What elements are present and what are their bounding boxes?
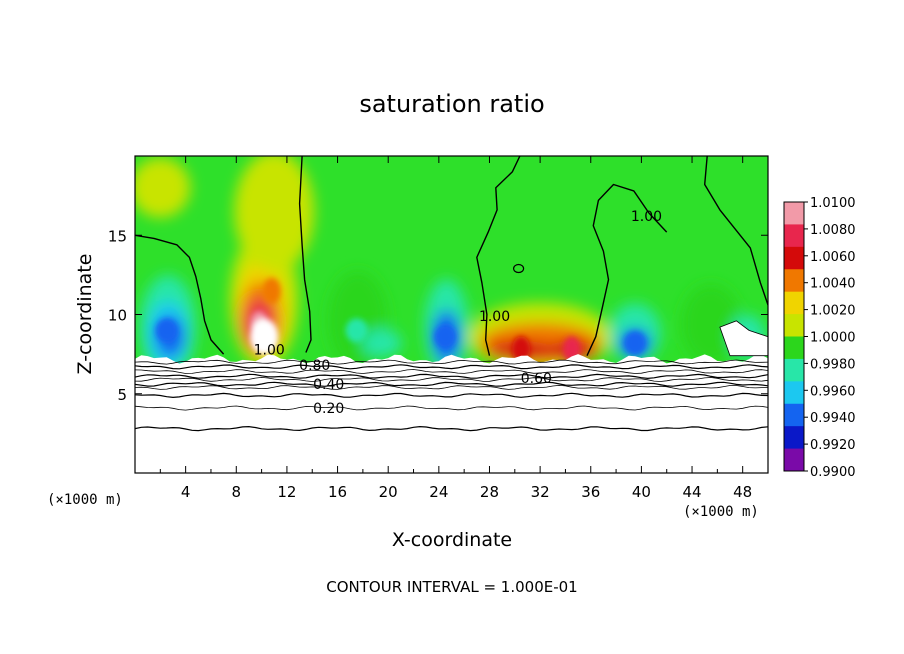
y-tick-label: 10 xyxy=(108,307,127,325)
contour-line xyxy=(135,405,768,411)
chart-title: saturation ratio xyxy=(359,90,544,118)
colorbar-label: 1.0100 xyxy=(810,196,856,211)
colorbar-label: 0.9900 xyxy=(810,465,856,480)
contour-lines xyxy=(135,156,768,432)
y-tick-label: 5 xyxy=(117,386,127,404)
hot-spot xyxy=(262,277,281,304)
colorbar-swatch xyxy=(784,202,804,225)
contour-line xyxy=(298,156,312,353)
x-tick-label: 32 xyxy=(531,483,550,501)
x-tick-label: 4 xyxy=(181,483,191,501)
x-tick-label: 48 xyxy=(733,483,752,501)
contour-label: 0.60 xyxy=(521,371,552,387)
contour-line xyxy=(135,425,768,432)
contour-line xyxy=(135,359,768,365)
colorbar-label: 1.0000 xyxy=(810,331,856,346)
colorbar-swatch xyxy=(784,246,804,270)
contour-line xyxy=(135,234,225,355)
cold-spot xyxy=(624,331,647,356)
x-unit-left: (×1000 m) xyxy=(47,492,123,508)
colorbar-label: 1.0060 xyxy=(810,250,856,265)
colorbar: 1.0100 1.0080 1.0060 1.0040 1.0020 1.0000 0.99… xyxy=(783,196,856,480)
colorbar-swatch xyxy=(784,381,804,405)
saturation-peak-core xyxy=(250,318,279,355)
colorbar-label: 1.0080 xyxy=(810,223,856,238)
x-unit-right: (×1000 m) xyxy=(683,504,759,520)
contour-line xyxy=(135,373,768,380)
colorbar-swatch xyxy=(784,426,804,450)
contour-line xyxy=(704,156,768,306)
cold-spot xyxy=(345,318,368,343)
field-blob xyxy=(361,329,402,358)
y-tick-label: 15 xyxy=(108,227,127,245)
colorbar-swatch xyxy=(784,448,804,472)
edge-patch xyxy=(719,320,768,357)
contour-line xyxy=(135,364,768,370)
contour-interval-note: CONTOUR INTERVAL = 1.000E-01 xyxy=(326,578,577,596)
contour-label: 1.00 xyxy=(479,309,510,325)
x-tick-label: 40 xyxy=(632,483,651,501)
colorbar-label: 0.9980 xyxy=(810,357,856,372)
contour-label: 0.40 xyxy=(313,377,344,393)
x-tick-label: 8 xyxy=(232,483,242,501)
cold-spot xyxy=(155,318,178,343)
colorbar-swatch xyxy=(784,403,804,427)
field-blob xyxy=(135,157,191,218)
colorbar-label: 0.9940 xyxy=(810,411,856,426)
colorbar-swatch xyxy=(784,358,804,382)
y-axis: 5 10 15 xyxy=(108,227,768,404)
contour-label: 1.00 xyxy=(254,342,285,358)
x-axis-label: X-coordinate xyxy=(392,529,512,551)
x-tick-label: 12 xyxy=(277,483,296,501)
x-tick-label: 44 xyxy=(682,483,701,501)
colorbar-label: 0.9920 xyxy=(810,438,856,453)
colorbar-label: 1.0020 xyxy=(810,304,856,319)
x-axis: 4 8 12 16 20 24 28 32 36 40 44 48 xyxy=(159,156,752,501)
contour-line xyxy=(135,392,768,399)
colorbar-swatch xyxy=(784,269,804,293)
colorbar-swatch xyxy=(784,291,804,315)
colorbar-label: 1.0040 xyxy=(810,277,856,292)
cold-spot xyxy=(434,324,457,349)
x-tick-label: 24 xyxy=(429,483,448,501)
y-axis-label: Z-coordinate xyxy=(74,254,96,375)
x-tick-label: 28 xyxy=(480,483,499,501)
x-tick-label: 16 xyxy=(328,483,347,501)
contour-label: 0.20 xyxy=(313,401,344,417)
colorbar-swatch xyxy=(784,336,804,360)
contour-line xyxy=(135,384,768,390)
plot-area: 1.00 0.80 0.40 0.20 0.60 1.00 1.00 xyxy=(135,156,768,473)
contour-line xyxy=(512,263,525,274)
colorbar-swatch xyxy=(784,224,804,248)
colorbar-swatch xyxy=(784,314,804,337)
contour-label: 0.80 xyxy=(299,358,330,374)
colorbar-label: 0.9960 xyxy=(810,384,856,399)
contour-line xyxy=(476,156,521,356)
contour-line xyxy=(135,369,768,374)
contour-label: 1.00 xyxy=(631,209,662,225)
x-tick-label: 20 xyxy=(379,483,398,501)
field-blob xyxy=(234,156,315,272)
contour-labels: 1.00 0.80 0.40 0.20 0.60 1.00 1.00 xyxy=(254,209,662,417)
contour-line xyxy=(135,381,768,387)
contour-line xyxy=(586,183,668,356)
contour-line xyxy=(135,376,768,382)
x-tick-label: 36 xyxy=(581,483,600,501)
